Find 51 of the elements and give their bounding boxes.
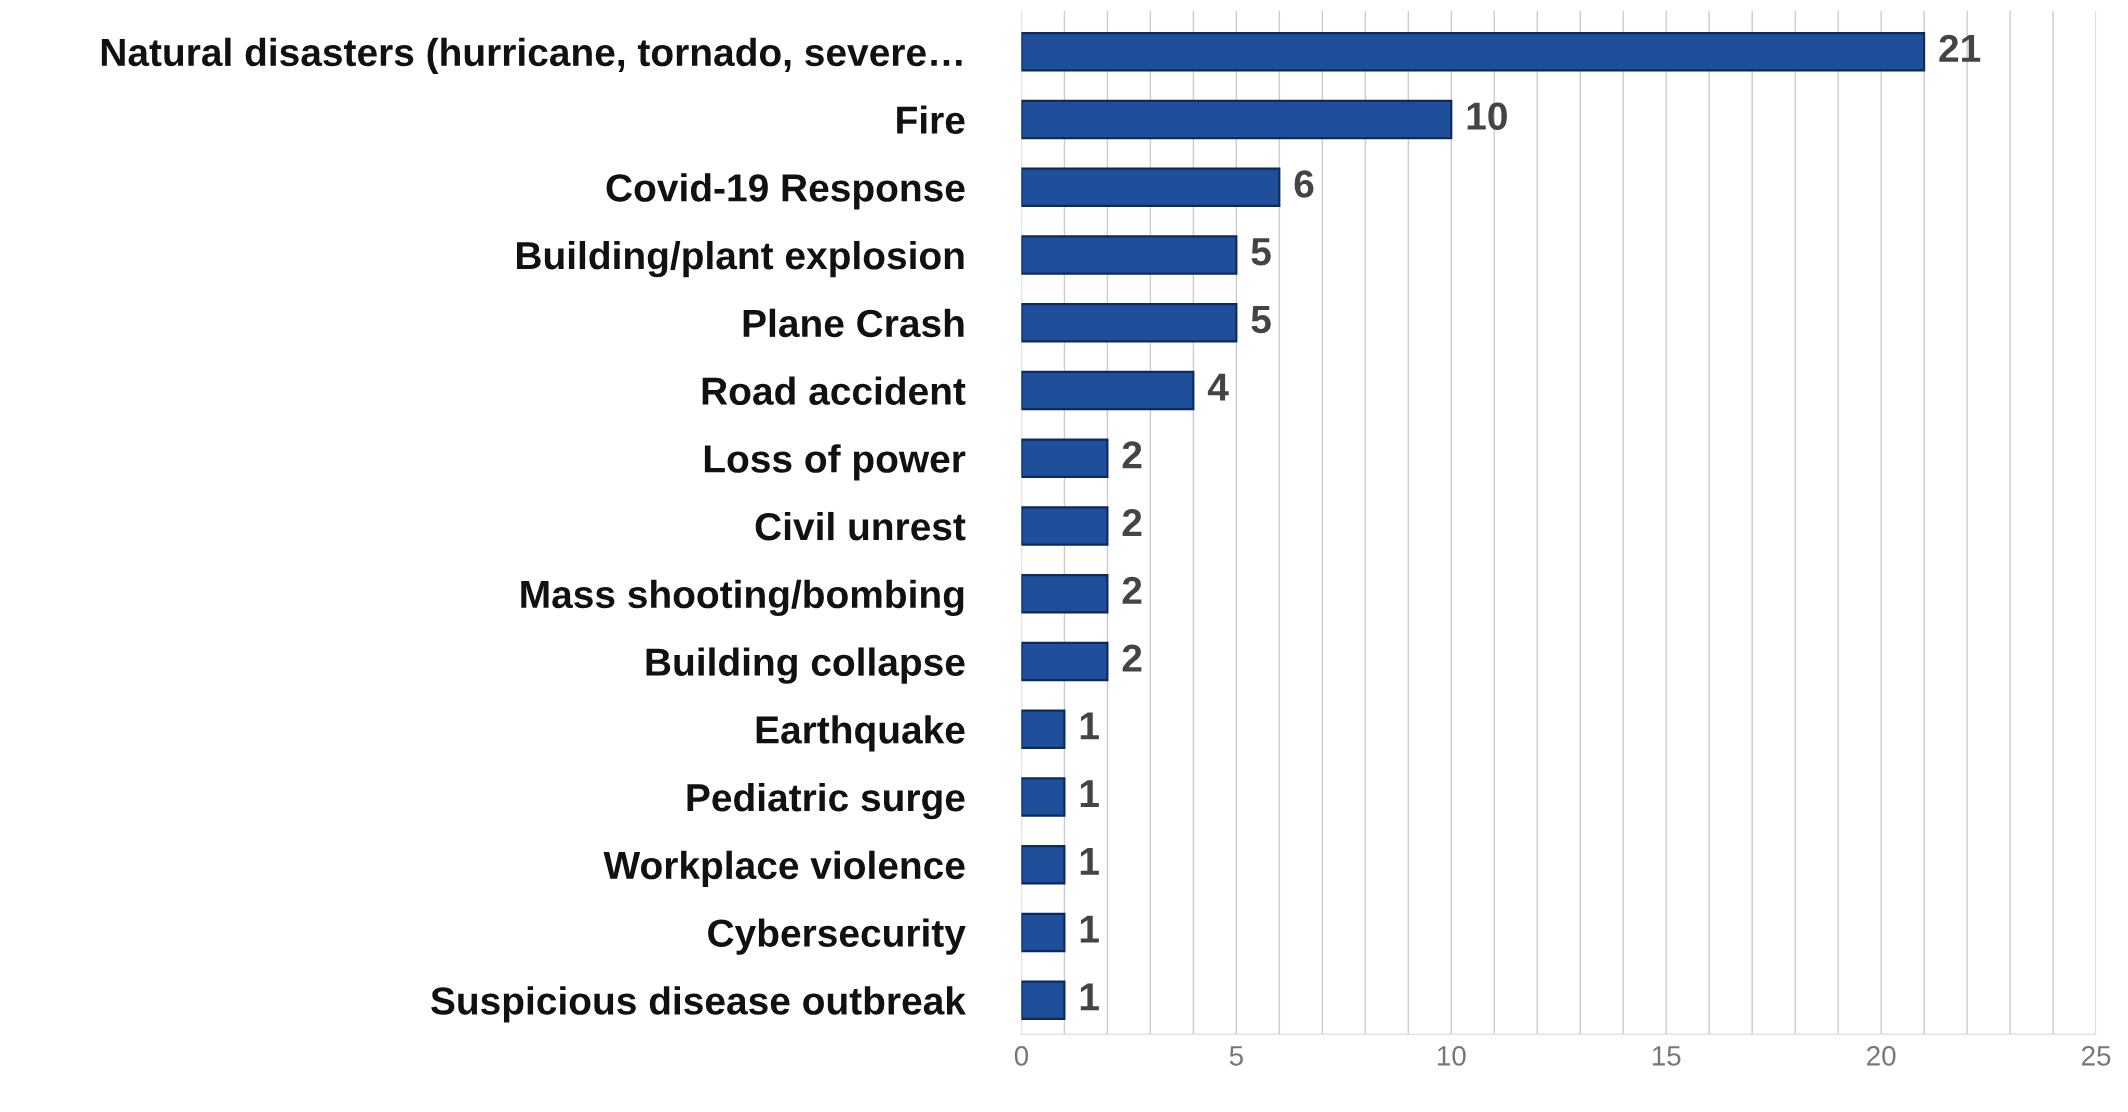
- data-label: 10: [1467, 102, 1507, 130]
- x-tick-label: 25: [2082, 1046, 2111, 1066]
- data-label: 1: [1080, 712, 1099, 740]
- bar: [1021, 370, 1195, 411]
- y-tick-label: Building/plant explosion: [516, 240, 964, 278]
- data-label: 2: [1122, 441, 1142, 469]
- y-tick-label: Pediatric surge: [687, 782, 965, 820]
- bar: [1021, 438, 1109, 478]
- data-label: 21: [1939, 34, 1981, 62]
- bar: [1021, 641, 1109, 682]
- y-tick-label: Workplace violence: [603, 850, 965, 887]
- bar: [1021, 303, 1238, 343]
- data-label: 2: [1122, 644, 1142, 672]
- bar: [1021, 574, 1109, 614]
- x-tick-label: 20: [1867, 1046, 1896, 1066]
- data-label: 4: [1207, 373, 1229, 401]
- data-label: 1: [1080, 848, 1099, 875]
- bar: [1021, 506, 1109, 546]
- y-tick-label: Suspicious disease outbreak: [431, 986, 966, 1023]
- bar: [1021, 980, 1066, 1020]
- data-label: 1: [1080, 915, 1099, 943]
- bar: [1021, 235, 1238, 275]
- y-tick-label: Covid-19 Response: [606, 173, 965, 210]
- data-label: 5: [1251, 238, 1271, 266]
- y-tick-label: Civil unrest: [755, 511, 966, 541]
- bar: [1021, 99, 1453, 140]
- bar: [1021, 167, 1281, 207]
- bar: [1021, 912, 1066, 953]
- data-label: 2: [1122, 508, 1142, 537]
- data-label: 1: [1080, 983, 1099, 1011]
- y-tick-label: Fire: [897, 105, 965, 134]
- y-tick-label: Loss of power: [704, 444, 966, 481]
- bar: [1021, 709, 1066, 749]
- x-tick-label: 15: [1652, 1046, 1681, 1066]
- bar: [1021, 845, 1066, 885]
- x-tick-label: 5: [1229, 1046, 1243, 1066]
- data-label: 5: [1251, 306, 1271, 334]
- bar: [1021, 777, 1066, 817]
- y-tick-label: Mass shooting/bombing: [521, 579, 964, 617]
- data-label: 1: [1080, 780, 1099, 808]
- data-label: 6: [1294, 170, 1314, 198]
- x-tick-label: 0: [1014, 1046, 1029, 1066]
- y-tick-label: Road accident: [702, 376, 966, 405]
- y-tick-label: Plane Crash: [743, 308, 964, 338]
- y-tick-label: Building collapse: [646, 647, 965, 684]
- x-tick-label: 10: [1437, 1046, 1466, 1066]
- y-tick-label: Cybersecurity: [708, 918, 966, 955]
- bar: [1021, 32, 1926, 72]
- data-label: 2: [1122, 576, 1142, 604]
- y-tick-label: Earthquake: [756, 715, 965, 752]
- y-tick-label: Natural disasters (hurricane, tornado, severe…: [101, 37, 962, 74]
